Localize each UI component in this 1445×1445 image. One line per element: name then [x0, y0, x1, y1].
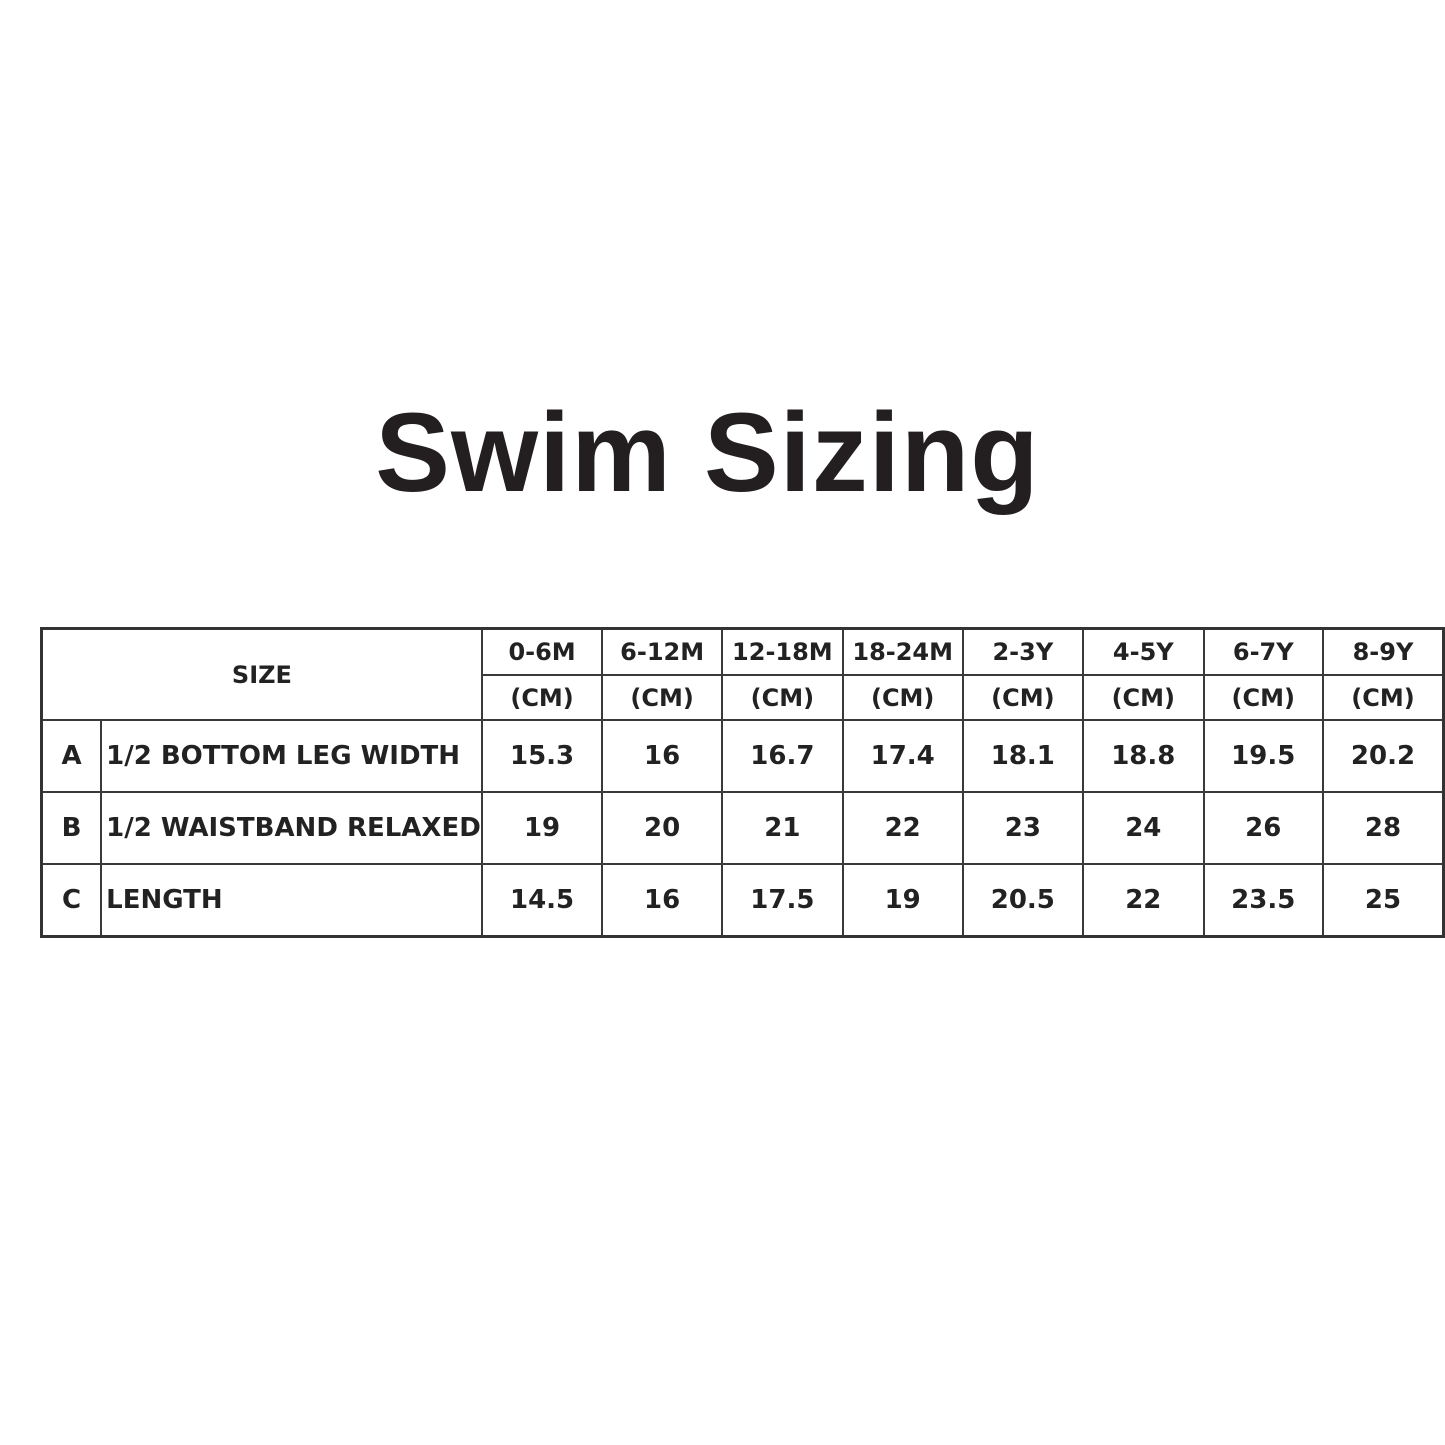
value-cell: 16: [601, 863, 723, 938]
unit-header-cell: (CM): [1202, 674, 1324, 721]
value-cell: 20.2: [1321, 719, 1445, 793]
value-cell: 18.1: [961, 719, 1085, 793]
value-cell: 19: [841, 863, 964, 938]
page-title: Swim Sizing: [375, 390, 1040, 515]
value-cell: 22: [841, 791, 964, 865]
size-header-cell: 12-18M: [720, 627, 844, 676]
value-cell: 28: [1321, 791, 1445, 865]
unit-header-cell: (CM): [1082, 674, 1205, 721]
value-cell: 22: [1082, 863, 1205, 938]
value-cell: 23: [961, 791, 1085, 865]
value-cell: 17.5: [720, 863, 844, 938]
unit-header-cell: (CM): [961, 674, 1085, 721]
value-cell: 21: [720, 791, 844, 865]
size-header-cell: 6-7Y: [1202, 627, 1324, 676]
value-cell: 14.5: [480, 863, 604, 938]
row-label: 1/2 BOTTOM LEG WIDTH: [100, 719, 483, 793]
table-row: A 1/2 BOTTOM LEG WIDTH 15.3 16 16.7 17.4 18.1 1…: [40, 719, 1445, 793]
value-cell: 24: [1082, 791, 1205, 865]
value-cell: 18.8: [1082, 719, 1205, 793]
value-cell: 19: [480, 791, 604, 865]
row-label: 1/2 WAISTBAND RELAXED: [100, 791, 483, 865]
value-cell: 16.7: [720, 719, 844, 793]
value-cell: 23.5: [1202, 863, 1324, 938]
value-cell: 26: [1202, 791, 1324, 865]
unit-header-cell: (CM): [720, 674, 844, 721]
unit-header-cell: (CM): [480, 674, 604, 721]
header-row-sizes: SIZE 0-6M 6-12M 12-18M 18-24M 2-3Y 4-5Y 6-7Y 8-…: [40, 627, 1445, 721]
size-header-cell: 8-9Y: [1321, 627, 1445, 676]
size-header-cell: 2-3Y: [961, 627, 1085, 676]
table-row: C LENGTH 14.5 16 17.5 19 20.5 22 23.5 25: [40, 863, 1445, 938]
value-cell: 15.3: [480, 719, 604, 793]
row-letter: A: [40, 719, 103, 793]
value-cell: 20: [601, 791, 723, 865]
row-letter: C: [40, 863, 103, 938]
size-chart-table: SIZE 0-6M 6-12M 12-18M 18-24M 2-3Y 4-5Y 6-7Y 8-…: [40, 627, 1445, 938]
value-cell: 19.5: [1202, 719, 1324, 793]
size-header-cell: 0-6M: [480, 627, 604, 676]
unit-header-cell: (CM): [841, 674, 964, 721]
unit-header-cell: (CM): [601, 674, 723, 721]
size-header-cell: 6-12M: [601, 627, 723, 676]
value-cell: 25: [1321, 863, 1445, 938]
value-cell: 20.5: [961, 863, 1085, 938]
table-row: B 1/2 WAISTBAND RELAXED 19 20 21 22 23 24 26 28: [40, 791, 1445, 865]
size-header-cell: 18-24M: [841, 627, 964, 676]
header-row-units: (CM) (CM) (CM) (CM) (CM) (CM) (CM) (CM): [42, 674, 1445, 721]
row-label: LENGTH: [100, 863, 483, 938]
row-letter: B: [40, 791, 103, 865]
value-cell: 16: [601, 719, 723, 793]
size-header-cell: 4-5Y: [1082, 627, 1205, 676]
value-cell: 17.4: [841, 719, 964, 793]
unit-header-cell: (CM): [1321, 674, 1445, 721]
size-header: SIZE: [40, 627, 483, 721]
